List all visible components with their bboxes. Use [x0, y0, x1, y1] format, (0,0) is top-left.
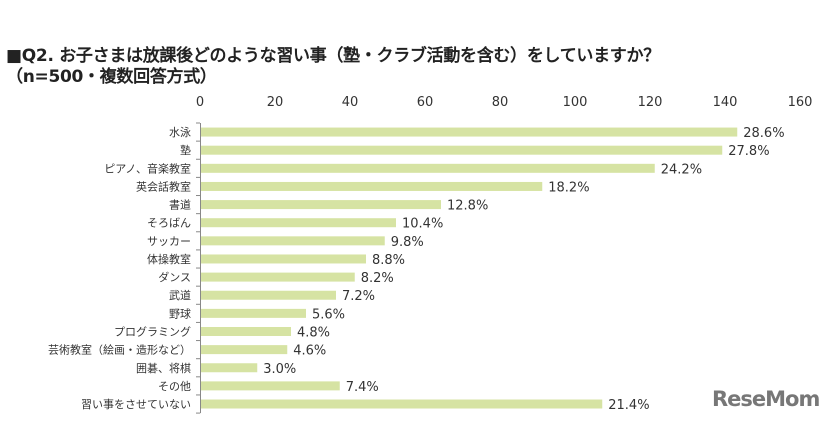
data-label: 7.2% [342, 289, 375, 304]
bar [201, 326, 291, 336]
bar [201, 363, 258, 373]
data-label: 8.2% [361, 271, 394, 286]
x-tick-label: 40 [342, 95, 359, 110]
data-label: 9.8% [391, 235, 424, 250]
data-label: 10.4% [402, 217, 443, 232]
bar [201, 399, 603, 409]
x-tick-label: 100 [563, 95, 588, 110]
category-label: 習い事をさせていない [81, 398, 191, 411]
bar [201, 272, 355, 282]
category-label: 英会話教室 [136, 179, 191, 193]
bar [201, 236, 385, 246]
data-label: 27.8% [728, 144, 769, 159]
chart-title: ■Q2. お子さまは放課後どのような習い事（塾・クラブ活動を含む）をしていますか… [6, 46, 660, 88]
data-label: 18.2% [548, 180, 589, 195]
data-label: 4.6% [293, 344, 326, 359]
x-tick-label: 0 [196, 95, 204, 110]
category-label: そろばん [147, 217, 191, 230]
category-label: サッカー [147, 235, 191, 248]
bar [201, 254, 366, 264]
title-line-1: ■Q2. お子さまは放課後どのような習い事（塾・クラブ活動を含む）をしていますか… [6, 46, 660, 66]
data-label: 12.8% [447, 199, 488, 214]
category-label: 書道 [169, 198, 191, 212]
data-label: 5.6% [312, 307, 345, 322]
bar [201, 345, 288, 355]
resemom-logo: ReseMom [712, 387, 820, 411]
category-label: 囲碁、将棋 [136, 361, 191, 375]
category-label: ピアノ、音楽教室 [104, 161, 191, 175]
category-label: 体操教室 [147, 252, 191, 266]
bar [201, 308, 306, 318]
category-label: 水泳 [169, 125, 191, 139]
data-label: 4.8% [297, 325, 330, 340]
category-label: ダンス [158, 270, 191, 284]
category-label: その他 [158, 380, 191, 393]
bar [201, 381, 340, 391]
category-label: プログラミング [114, 324, 191, 338]
x-tick-label: 120 [638, 95, 663, 110]
bar [201, 145, 723, 155]
x-tick-label: 20 [267, 95, 284, 110]
x-tick-label: 60 [417, 95, 434, 110]
category-label: 塾 [180, 143, 191, 157]
data-label: 7.4% [346, 380, 379, 395]
data-label: 28.6% [743, 126, 784, 141]
bar [201, 127, 738, 137]
category-label: 芸術教室（絵画・造形など） [48, 343, 191, 357]
category-label: 武道 [169, 288, 191, 302]
bar [201, 218, 396, 228]
bar [201, 163, 655, 173]
data-label: 21.4% [608, 398, 649, 413]
bar [201, 290, 336, 300]
x-tick-label: 160 [788, 95, 813, 110]
bar [201, 200, 441, 210]
x-tick-label: 80 [492, 95, 509, 110]
data-label: 24.2% [661, 162, 702, 177]
data-label: 3.0% [263, 362, 296, 377]
data-label: 8.8% [372, 253, 405, 268]
title-line-2: （n=500・複数回答方式） [6, 67, 217, 87]
category-label: 野球 [169, 306, 191, 320]
bar [201, 181, 543, 191]
x-tick-label: 140 [713, 95, 738, 110]
